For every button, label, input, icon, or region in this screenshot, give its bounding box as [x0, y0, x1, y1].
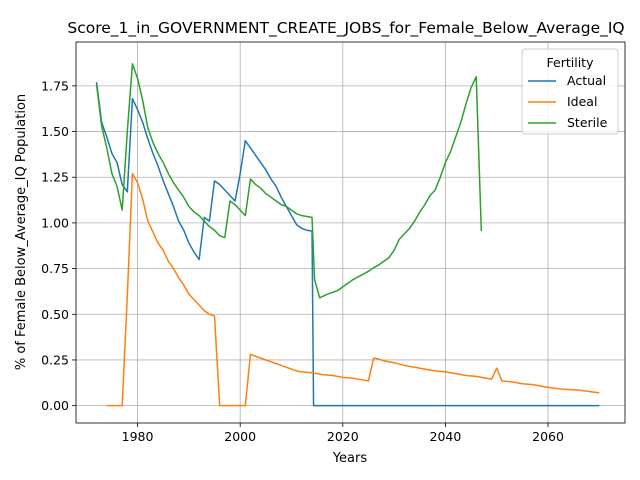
y-tick-label: 0.75	[41, 261, 69, 276]
x-tick-label: 2000	[224, 429, 256, 444]
series-lines	[95, 63, 600, 407]
series-line-ideal	[106, 172, 600, 407]
x-tick-label: 1980	[122, 429, 154, 444]
legend-label-ideal: Ideal	[567, 94, 597, 109]
legend-box	[521, 48, 619, 135]
y-tick-label: 1.25	[41, 170, 69, 185]
legend-title: Fertility	[547, 55, 595, 70]
series-line-actual	[95, 82, 600, 407]
legend: Fertility Actual Ideal Sterile	[521, 48, 619, 135]
y-tick-label: 0.00	[41, 398, 69, 413]
x-tick-label: 2060	[532, 429, 564, 444]
y-tick-label: 1.50	[41, 124, 69, 139]
x-axis-label: Years	[332, 451, 368, 466]
y-tick-label: 0.25	[41, 352, 69, 367]
series-line-sterile	[95, 63, 483, 299]
x-axis: 1980 2000 2020 2040 2060	[122, 423, 564, 444]
x-tick-label: 2040	[430, 429, 462, 444]
y-tick-label: 0.50	[41, 307, 69, 322]
y-tick-label: 1.75	[41, 78, 69, 93]
chart-title: Score_1_in_GOVERNMENT_CREATE_JOBS_for_Fe…	[67, 19, 624, 38]
grid-lines	[76, 42, 625, 423]
y-axis-label: % of Female Below_Average_IQ Population	[14, 94, 29, 370]
x-tick-label: 2020	[327, 429, 359, 444]
legend-label-actual: Actual	[567, 73, 606, 88]
legend-entries: Actual Ideal Sterile	[528, 73, 608, 130]
y-tick-label: 1.00	[41, 215, 69, 230]
plot-area-frame	[75, 41, 626, 424]
y-axis: 0.00 0.25 0.50 0.75 1.00 1.25 1.50 1.75	[41, 78, 76, 413]
legend-label-sterile: Sterile	[567, 115, 608, 130]
